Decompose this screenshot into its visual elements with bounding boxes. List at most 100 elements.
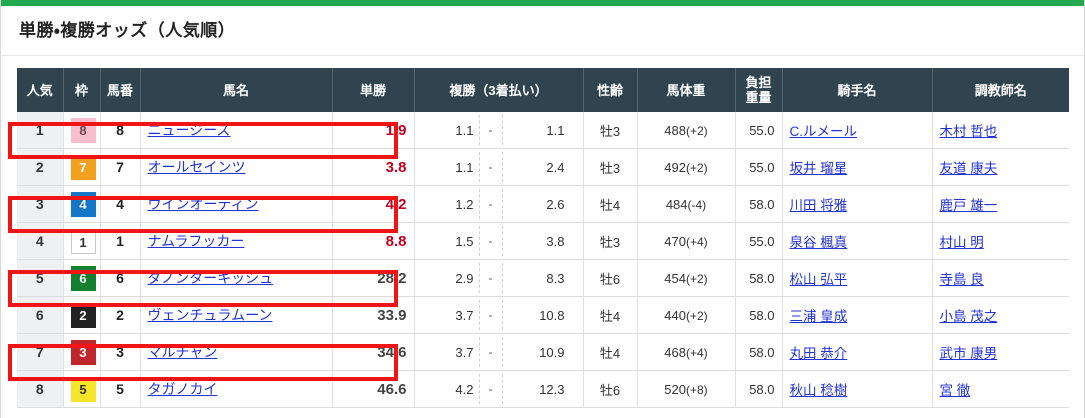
horse-name-link[interactable]: ウインオーディン	[147, 196, 259, 213]
horse-name-link[interactable]: ダノンターキッシュ	[147, 270, 274, 287]
place-odds-range: 1.1- 2.4	[422, 149, 576, 185]
table-row[interactable]: 2 7 7 オールセインツ 3.8 1.1-2.4 牡3 492(+2) 55.0 坂井 瑠星 友道…	[17, 148, 1069, 187]
cell-place-odds: 1.5- 3.8	[414, 222, 584, 261]
jockey-link[interactable]: 松山 弘平	[789, 272, 848, 288]
col-header-jockey[interactable]: 騎手名	[782, 68, 933, 113]
cell-win-odds: 3.8	[332, 148, 415, 187]
place-odds-high: 12.3	[539, 381, 565, 397]
horse-name-link[interactable]: ニュージーズ	[147, 122, 231, 139]
cell-sex-age: 牡3	[583, 112, 638, 150]
horse-name-link[interactable]: タガノカイ	[147, 381, 218, 398]
place-odds-low: 4.2	[455, 381, 474, 397]
place-odds-separator: -	[478, 263, 503, 294]
place-odds-low: 1.1	[455, 122, 474, 138]
place-odds-range: 1.5- 3.8	[422, 223, 576, 259]
jockey-link[interactable]: 坂井 瑠星	[789, 161, 848, 177]
table-row[interactable]: 5 6 6 ダノンターキッシュ 28.2 2.9-8.3 牡6 454(+2) 58.0 松山 弘…	[17, 259, 1069, 298]
trainer-link[interactable]: 寺島 良	[939, 272, 984, 288]
cell-load-weight: 58.0	[735, 333, 783, 372]
jockey-link[interactable]: 秋山 稔樹	[789, 383, 848, 399]
place-odds-separator: -	[478, 226, 503, 257]
cell-waku: 7	[63, 148, 101, 187]
col-header-place-odds[interactable]: 複勝（3着払い）	[414, 68, 584, 113]
cell-waku: 1	[63, 222, 101, 261]
cell-waku: 5	[63, 370, 101, 409]
horse-name-link[interactable]: ナムラフッカー	[147, 233, 245, 250]
cell-win-odds: 8.8	[332, 222, 415, 261]
place-odds-separator: -	[478, 152, 503, 183]
horse-name-link[interactable]: マルチャン	[147, 344, 218, 361]
trainer-link[interactable]: 鹿戸 雄一	[939, 198, 998, 214]
horse-name-link[interactable]: オールセインツ	[147, 159, 246, 176]
trainer-link[interactable]: 武市 康男	[939, 346, 998, 362]
cell-trainer: 寺島 良	[932, 259, 1069, 298]
cell-umaban: 6	[100, 259, 141, 298]
table-body: 1 8 8 ニュージーズ 1.9 1.1-1.1 牡3 488(+2) 55.0 C.ルメール 木村…	[17, 112, 1069, 409]
jockey-link[interactable]: 泉谷 楓真	[789, 235, 848, 251]
trainer-link[interactable]: 宮 徹	[939, 383, 971, 399]
table-row[interactable]: 4 1 1 ナムラフッカー 8.8 1.5-3.8 牡3 470(+4) 55.0 泉谷 楓真 村山…	[17, 222, 1069, 261]
waku-badge: 2	[70, 302, 96, 328]
col-header-rank[interactable]: 人気	[17, 68, 64, 113]
place-odds-separator: -	[478, 300, 503, 331]
place-odds-high: 10.8	[539, 307, 565, 323]
trainer-link[interactable]: 木村 哲也	[939, 124, 998, 140]
table-row[interactable]: 3 4 4 ウインオーディン 4.2 1.2-2.6 牡4 484(-4) 58.0 川田 将雅鹿…	[17, 185, 1069, 224]
cell-sex-age: 牡4	[583, 333, 638, 372]
cell-win-odds: 33.9	[332, 296, 415, 335]
cell-place-odds: 3.7- 10.9	[414, 333, 584, 372]
body-weight-value: 440	[664, 307, 686, 323]
cell-jockey: 丸田 恭介	[782, 333, 933, 372]
cell-load-weight: 58.0	[735, 259, 783, 298]
cell-trainer: 木村 哲也	[932, 112, 1069, 150]
col-header-load-weight[interactable]: 負担 重量	[735, 68, 783, 113]
horse-name-link[interactable]: ヴェンチュラムーン	[147, 307, 273, 324]
cell-rank: 8	[17, 370, 64, 409]
jockey-link[interactable]: 三浦 皇成	[789, 309, 848, 325]
cell-waku: 2	[63, 296, 101, 335]
jockey-link[interactable]: 川田 将雅	[789, 198, 848, 214]
load-weight-line1: 負担	[745, 75, 772, 91]
table-row[interactable]: 1 8 8 ニュージーズ 1.9 1.1-1.1 牡3 488(+2) 55.0 C.ルメール 木村…	[17, 112, 1069, 150]
col-header-win-odds[interactable]: 単勝	[332, 68, 415, 113]
cell-load-weight: 55.0	[735, 148, 783, 187]
cell-jockey: 松山 弘平	[782, 259, 933, 298]
cell-horse-name: ダノンターキッシュ	[140, 259, 333, 298]
col-header-trainer[interactable]: 調教師名	[932, 68, 1069, 113]
col-header-body-weight[interactable]: 馬体重	[637, 68, 736, 113]
cell-umaban: 4	[100, 185, 141, 224]
table-row[interactable]: 8 5 5 タガノカイ 46.6 4.2-12.3 牡6 520(+8) 58.0 秋山 稔樹宮 …	[17, 370, 1069, 409]
jockey-link[interactable]: C.ルメール	[789, 124, 858, 140]
odds-table: 人気 枠 馬番 馬名 単勝 複勝（3着払い） 性齢 馬体重 負担 重量 騎手名 …	[17, 68, 1069, 409]
cell-sex-age: 牡6	[583, 370, 638, 409]
place-odds-high: 3.8	[546, 233, 565, 249]
cell-body-weight: 492(+2)	[637, 148, 736, 187]
cell-trainer: 宮 徹	[932, 370, 1069, 409]
cell-win-odds: 34.6	[332, 333, 415, 372]
cell-umaban: 1	[100, 222, 141, 261]
table-head: 人気 枠 馬番 馬名 単勝 複勝（3着払い） 性齢 馬体重 負担 重量 騎手名 …	[17, 68, 1069, 113]
cell-body-weight: 488(+2)	[637, 112, 736, 150]
jockey-link[interactable]: 丸田 恭介	[789, 346, 848, 362]
cell-rank: 6	[17, 296, 64, 335]
col-header-umaban[interactable]: 馬番	[100, 68, 141, 113]
col-header-horse-name[interactable]: 馬名	[140, 68, 333, 113]
trainer-link[interactable]: 小島 茂之	[939, 309, 998, 325]
trainer-link[interactable]: 友道 康夫	[939, 161, 998, 177]
body-weight-value: 470	[664, 233, 686, 249]
waku-badge: 8	[70, 117, 96, 143]
cell-jockey: 坂井 瑠星	[782, 148, 933, 187]
table-row[interactable]: 6 2 2 ヴェンチュラムーン 33.9 3.7-10.8 牡4 440(+2) 58.0 三浦 …	[17, 296, 1069, 335]
table-row[interactable]: 7 3 3 マルチャン 34.6 3.7-10.9 牡4 468(+4) 58.0 丸田 恭介 武市…	[17, 333, 1069, 372]
trainer-link[interactable]: 村山 明	[939, 235, 984, 251]
place-odds-range: 2.9- 8.3	[422, 260, 576, 296]
col-header-sex-age[interactable]: 性齢	[583, 68, 638, 113]
cell-rank: 7	[17, 333, 64, 372]
cell-body-weight: 468(+4)	[637, 333, 736, 372]
col-header-waku[interactable]: 枠	[63, 68, 101, 113]
cell-rank: 4	[17, 222, 64, 261]
cell-jockey: 三浦 皇成	[782, 296, 933, 335]
cell-win-odds: 4.2	[332, 185, 415, 224]
cell-horse-name: ナムラフッカー	[140, 222, 333, 261]
